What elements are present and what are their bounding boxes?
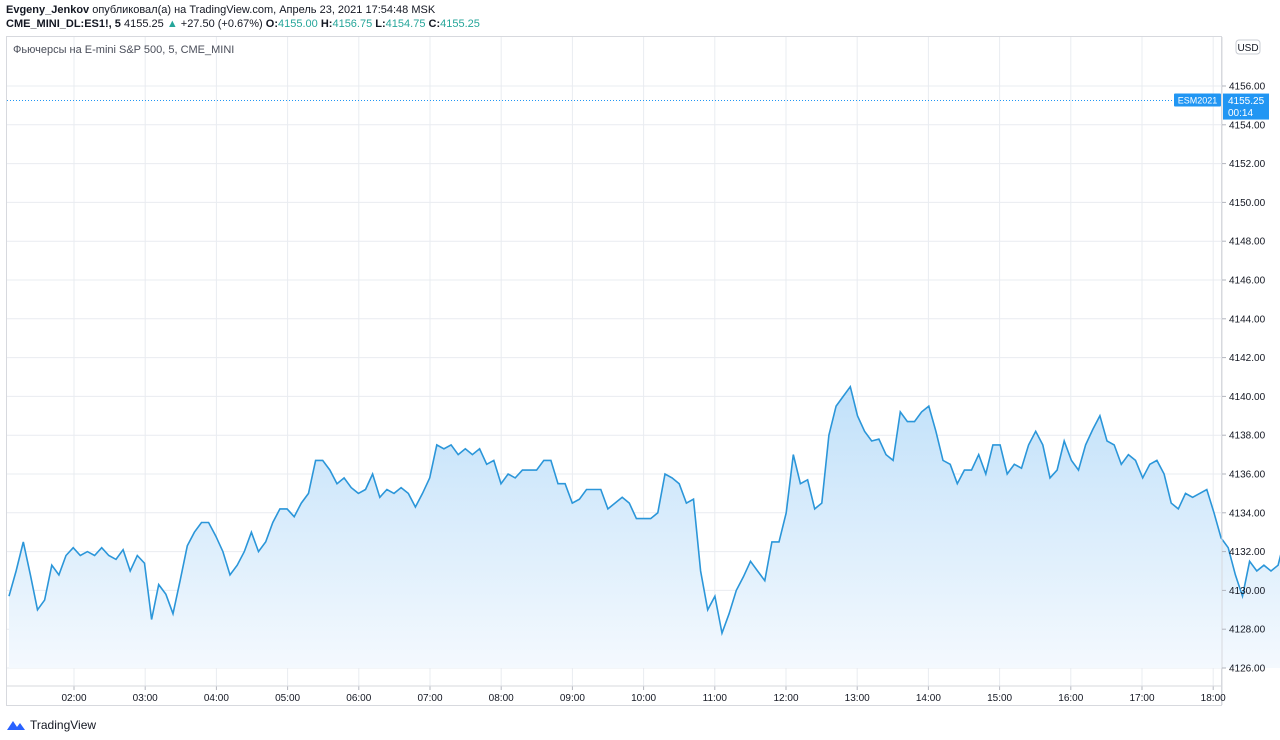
time-tick-label: 02:00 bbox=[61, 693, 86, 704]
price-tick-label: 4140.00 bbox=[1229, 392, 1266, 403]
open-value: 4155.00 bbox=[278, 18, 318, 30]
price-tick-label: 4126.00 bbox=[1229, 664, 1266, 675]
price-tick-label: 4132.00 bbox=[1229, 547, 1266, 558]
time-tick-label: 11:00 bbox=[703, 693, 728, 704]
time-tick-label: 12:00 bbox=[773, 693, 798, 704]
symbol-label: CME_MINI_DL:ES1!, 5 bbox=[6, 18, 121, 30]
price-area-fill bbox=[9, 386, 1280, 668]
author-name[interactable]: Evgeny_Jenkov bbox=[6, 4, 90, 16]
change-up-icon: ▲ bbox=[166, 18, 178, 30]
close-value: 4155.25 bbox=[440, 18, 480, 30]
published-text: опубликовал(а) на TradingView.com, Апрел… bbox=[92, 4, 436, 16]
time-tick-label: 06:00 bbox=[346, 693, 371, 704]
high-label: H: bbox=[320, 18, 333, 30]
price-tag-countdown: 00:14 bbox=[1228, 108, 1253, 119]
price-tick-label: 4154.00 bbox=[1229, 120, 1266, 131]
price-tag-value: 4155.25 bbox=[1228, 96, 1265, 107]
brand-name[interactable]: TradingView bbox=[30, 718, 97, 732]
price-tick-label: 4138.00 bbox=[1229, 431, 1266, 442]
price-tick-label: 4136.00 bbox=[1229, 470, 1266, 481]
price-tick-label: 4144.00 bbox=[1229, 314, 1266, 325]
price-tick-label: 4146.00 bbox=[1229, 276, 1266, 287]
last-price: 4155.25 bbox=[123, 18, 164, 30]
open-label: O: bbox=[265, 18, 279, 30]
currency-label: USD bbox=[1237, 43, 1258, 54]
price-tick-label: 4156.00 bbox=[1229, 82, 1266, 93]
price-tick-label: 4128.00 bbox=[1229, 625, 1266, 636]
time-tick-label: 03:00 bbox=[133, 693, 158, 704]
time-tick-label: 09:00 bbox=[560, 693, 585, 704]
low-label: L: bbox=[375, 18, 386, 30]
publication-line: Evgeny_Jenkov опубликовал(а) на TradingV… bbox=[6, 4, 435, 16]
price-tag-box bbox=[1223, 93, 1269, 120]
chart-header: Evgeny_Jenkov опубликовал(а) на TradingV… bbox=[0, 0, 1280, 36]
price-change: +27.50 (+0.67%) bbox=[180, 18, 263, 30]
price-tick-label: 4134.00 bbox=[1229, 508, 1266, 519]
currency-badge[interactable]: USD bbox=[1235, 39, 1261, 55]
price-axis[interactable]: 4126.00 4128.00 4130.00 4132.00 4134.00 4136.… bbox=[1222, 82, 1266, 675]
price-tick-label: 4152.00 bbox=[1229, 159, 1266, 170]
price-tick-label: 4130.00 bbox=[1229, 586, 1266, 597]
chart-title: Фьючерсы на E-mini S&P 500, 5, CME_MINI bbox=[13, 44, 235, 56]
high-value: 4156.75 bbox=[332, 18, 373, 30]
time-tick-label: 08:00 bbox=[489, 693, 514, 704]
price-tick-label: 4150.00 bbox=[1229, 198, 1266, 209]
time-tick-label: 14:00 bbox=[916, 693, 941, 704]
close-label: C: bbox=[428, 18, 441, 30]
footer: TradingView bbox=[6, 716, 96, 734]
time-tick-label: 18:00 bbox=[1201, 693, 1226, 704]
time-tick-label: 05:00 bbox=[275, 693, 300, 704]
time-tick-label: 07:00 bbox=[417, 693, 442, 704]
time-tick-label: 17:00 bbox=[1129, 693, 1154, 704]
last-price-tag: ESM2021 4155.25 00:14 bbox=[1174, 93, 1269, 120]
time-tick-label: 04:00 bbox=[204, 693, 229, 704]
ohlc-line: CME_MINI_DL:ES1!, 5 4155.25 ▲ +27.50 (+0… bbox=[6, 18, 480, 30]
symbol-tag-label: ESM2021 bbox=[1178, 96, 1218, 106]
tradingview-logo-icon bbox=[7, 721, 25, 730]
low-value: 4154.75 bbox=[385, 18, 426, 30]
price-tick-label: 4148.00 bbox=[1229, 237, 1266, 248]
symbol-tag-box bbox=[1174, 93, 1221, 107]
price-series-line bbox=[8, 384, 1280, 637]
time-tick-label: 15:00 bbox=[987, 693, 1012, 704]
time-tick-label: 16:00 bbox=[1058, 693, 1083, 704]
time-tick-label: 13:00 bbox=[845, 693, 870, 704]
price-tick-label: 4142.00 bbox=[1229, 353, 1266, 364]
time-axis[interactable]: 02:00 03:00 04:00 05:00 06:00 07:00 08:00 09:00… bbox=[7, 685, 1226, 704]
time-tick-label: 10:00 bbox=[631, 693, 656, 704]
